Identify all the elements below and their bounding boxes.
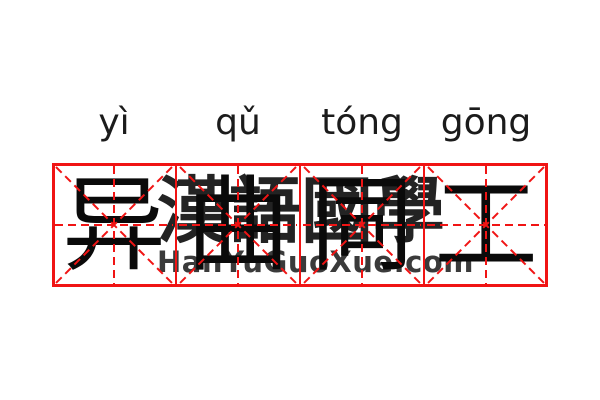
pinyin-syllable-2: qǔ <box>215 102 261 143</box>
pinyin-row: yì qǔ tóng gōng <box>52 96 548 150</box>
pinyin-syllable-3: tóng <box>321 102 403 143</box>
hanzi-row: 异 曲 同 工 <box>52 163 548 287</box>
hanzi-char-1: 异 <box>61 164 166 286</box>
hanzi-char-3: 同 <box>309 164 414 286</box>
pinyin-syllable-1: yì <box>98 102 130 143</box>
pinyin-syllable-4: gōng <box>440 102 532 143</box>
hanzi-char-4: 工 <box>433 164 538 286</box>
hanzi-char-2: 曲 <box>185 164 290 286</box>
